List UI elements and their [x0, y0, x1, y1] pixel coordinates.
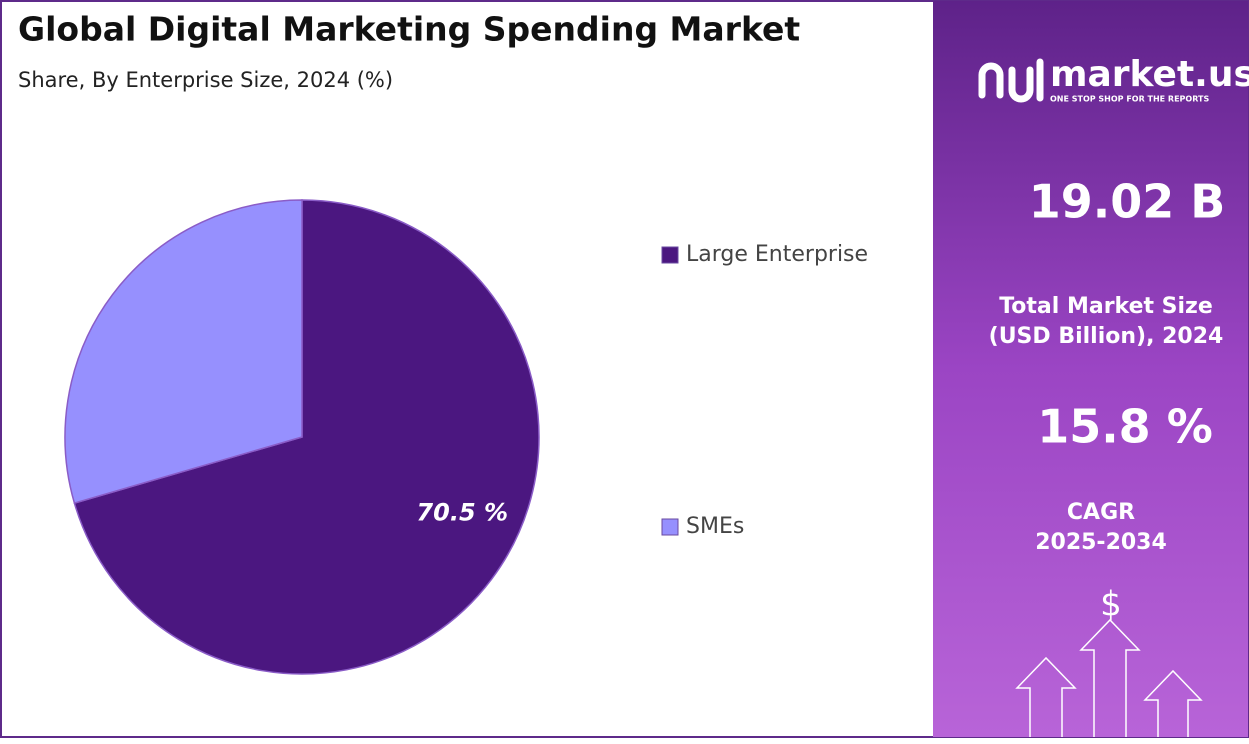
cagr-label: 2025-2034 [1035, 530, 1167, 555]
chart-title: Global Digital Marketing Spending Market [18, 10, 800, 49]
legend-label: Large Enterprise [686, 242, 868, 267]
svg-text:$: $ [1100, 585, 1122, 625]
data-label: 70.5 % [416, 498, 508, 526]
cagr-value: 15.8 % [1037, 400, 1213, 454]
market-size-label: Total Market Size [999, 294, 1213, 319]
logo-icon [978, 58, 1044, 103]
pie-slice [64, 199, 303, 505]
chart-subtitle: Share, By Enterprise Size, 2024 (%) [18, 68, 393, 92]
legend-swatch [661, 518, 679, 536]
legend-label: SMEs [686, 514, 744, 539]
legend-swatch [661, 246, 679, 264]
arrows-icon: $ [1015, 585, 1203, 737]
market-size: 19.02 B [1029, 175, 1226, 229]
pie: 70.5 % [64, 199, 540, 675]
side-panel [933, 1, 1248, 737]
market-size-label: (USD Billion), 2024 [989, 324, 1224, 349]
cagr-label: CAGR [1067, 500, 1135, 525]
pie-slice [73, 199, 540, 675]
logo-text: market.us [1050, 54, 1249, 95]
logo-tagline: ONE STOP SHOP FOR THE REPORTS [1050, 95, 1209, 104]
